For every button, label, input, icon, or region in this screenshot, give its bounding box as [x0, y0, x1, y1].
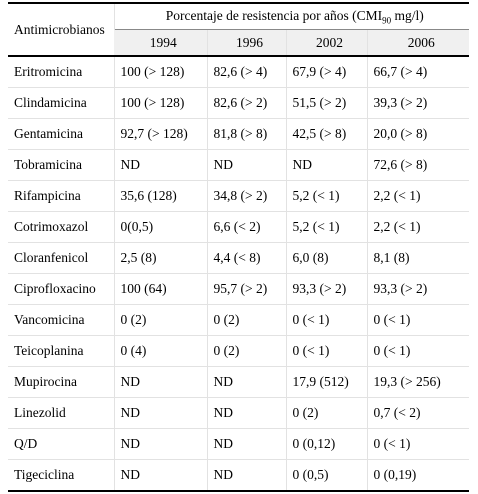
resistance-cell: 0 (< 1)	[366, 304, 469, 336]
resistance-cell: 0 (0,19)	[366, 459, 469, 491]
group-title-sub: 90	[382, 15, 392, 26]
antimicrobial-name: Tigeciclina	[14, 467, 75, 482]
resistance-cell: 93,3 (> 2)	[285, 273, 367, 305]
antimicrobial-name: Mupirocina	[8, 366, 114, 398]
table-row: Vancomicina 0 (2) 0 (2) 0 (< 1) 0 (< 1)	[8, 304, 469, 336]
resistance-cell: 35,6 (128)	[113, 180, 207, 212]
table-row: Teicoplanina 0 (4) 0 (2) 0 (< 1) 0 (< 1)	[8, 335, 469, 367]
antimicrobial-name: Tobramicina	[8, 149, 114, 181]
antimicrobial-name: Cotrimoxazol	[8, 211, 114, 243]
resistance-cell: ND	[285, 149, 367, 181]
table-row: Eritromicina 100 (> 128) 82,6 (> 4) 67,9 (>…	[8, 56, 469, 88]
resistance-cell: 67,9 (> 4)	[285, 56, 367, 88]
resistance-cell: ND	[113, 366, 207, 398]
resistance-cell: 66,7 (> 4)	[366, 56, 469, 88]
resistance-cell: 2,2 (< 1)	[366, 180, 469, 212]
table-row: Linezolid ND ND 0 (2) 0,7 (< 2)	[8, 397, 469, 429]
group-title-text: Porcentaje de resistencia por años (CMI	[165, 7, 383, 23]
table-row: Clindamicina 100 (> 128) 82,6 (> 2) 51,5 (>…	[8, 87, 469, 119]
resistance-cell: 39,3 (> 2)	[366, 87, 469, 119]
resistance-table: Antimicrobianos Porcentaje de resistenci…	[8, 2, 469, 492]
resistance-cell: 0 (4)	[113, 335, 207, 367]
resistance-cell: 0 (< 1)	[366, 428, 469, 460]
resistance-cell: 100 (64)	[113, 273, 207, 305]
group-title: Porcentaje de resistencia por años (CMI9…	[113, 3, 469, 30]
resistance-cell: 0,7 (< 2)	[366, 397, 469, 429]
resistance-cell: 100 (> 128)	[113, 87, 207, 119]
resistance-cell: 19,3 (> 256)	[366, 366, 469, 398]
resistance-cell: ND	[113, 149, 207, 181]
table-row: Gentamicina 92,7 (> 128) 81,8 (> 8) 42,5 (>…	[8, 118, 469, 150]
antimicrobial-name: Cloranfenicol	[8, 242, 114, 274]
table-row: Tobramicina ND ND ND 72,6 (> 8)	[8, 149, 469, 181]
year-header: 2006	[366, 29, 469, 57]
resistance-cell: 82,6 (> 4)	[206, 56, 286, 88]
resistance-cell: 0 (2)	[285, 397, 367, 429]
resistance-cell: 6,0 (8)	[285, 242, 367, 274]
year-header: 1994	[114, 29, 207, 57]
table-row: Cotrimoxazol 0(0,5) 6,6 (< 2) 5,2 (< 1) 2,2 …	[8, 211, 469, 243]
resistance-cell: 34,8 (> 2)	[206, 180, 286, 212]
group-title-text: mg/l)	[391, 7, 424, 23]
resistance-cell: 42,5 (> 8)	[285, 118, 367, 150]
resistance-cell: 0 (2)	[113, 304, 207, 336]
antimicrobial-name: Q/D	[8, 428, 114, 460]
antimicrobial-name: Linezolid	[8, 397, 114, 429]
antimicrobial-name: Ciprofloxacino	[8, 273, 114, 305]
table-row: Mupirocina ND ND 17,9 (512) 19,3 (> 256)	[8, 366, 469, 398]
resistance-cell: 0 (0,12)	[285, 428, 367, 460]
antimicrobial-name: Rifampicina	[8, 180, 114, 212]
resistance-cell: 17,9 (512)	[285, 366, 367, 398]
resistance-cell: ND	[206, 397, 286, 429]
resistance-cell: 6,6 (< 2)	[206, 211, 286, 243]
table-row: Cloranfenicol 2,5 (8) 4,4 (< 8) 6,0 (8) 8,1 …	[8, 242, 469, 274]
resistance-cell: 8,1 (8)	[366, 242, 469, 274]
antimicrobial-name: Teicoplanina	[8, 335, 114, 367]
resistance-cell: 0 (< 1)	[285, 304, 367, 336]
resistance-cell: 2,2 (< 1)	[366, 211, 469, 243]
resistance-cell: 95,7 (> 2)	[206, 273, 286, 305]
table-row: Tigeciclina ND ND 0 (0,5) 0 (0,19)	[8, 459, 469, 491]
antimicrobial-name: Vancomicina	[8, 304, 114, 336]
resistance-cell: 93,3 (> 2)	[366, 273, 469, 305]
resistance-cell: 0 (2)	[206, 335, 286, 367]
resistance-cell: 72,6 (> 8)	[366, 149, 469, 181]
table-row: Rifampicina 35,6 (128) 34,8 (> 2) 5,2 (< 1)…	[8, 180, 469, 212]
resistance-cell: ND	[206, 366, 286, 398]
resistance-cell: ND	[113, 397, 207, 429]
table-row: Q/D ND ND 0 (0,12) 0 (< 1)	[8, 428, 469, 460]
resistance-cell: 20,0 (> 8)	[366, 118, 469, 150]
resistance-cell: ND	[113, 459, 207, 491]
resistance-cell: 51,5 (> 2)	[285, 87, 367, 119]
resistance-cell: 81,8 (> 8)	[206, 118, 286, 150]
resistance-cell: 5,2 (< 1)	[285, 180, 367, 212]
antimicrobial-name: Gentamicina	[8, 118, 114, 150]
resistance-cell: ND	[206, 428, 286, 460]
resistance-cell: ND	[206, 459, 286, 491]
resistance-cell: 0 (2)	[206, 304, 286, 336]
table-row: Ciprofloxacino 100 (64) 95,7 (> 2) 93,3 (> …	[8, 273, 469, 305]
resistance-cell: 82,6 (> 2)	[206, 87, 286, 119]
resistance-cell: 0 (< 1)	[366, 335, 469, 367]
resistance-cell: 100 (> 128)	[113, 56, 207, 88]
resistance-cell: 0(0,5)	[113, 211, 207, 243]
resistance-cell: 5,2 (< 1)	[285, 211, 367, 243]
antimicrobial-name: Clindamicina	[8, 87, 114, 119]
resistance-cell: 2,5 (8)	[113, 242, 207, 274]
antimicrobial-name: Eritromicina	[8, 56, 114, 88]
year-header: 2002	[285, 29, 367, 57]
resistance-cell: 0 (< 1)	[285, 335, 367, 367]
year-header: 1996	[206, 29, 286, 57]
resistance-cell: 0 (0,5)	[285, 459, 367, 491]
resistance-cell: ND	[113, 428, 207, 460]
resistance-cell: 4,4 (< 8)	[206, 242, 286, 274]
resistance-cell: 92,7 (> 128)	[113, 118, 207, 150]
resistance-cell: ND	[206, 149, 286, 181]
row-label-header: Antimicrobianos	[8, 3, 114, 57]
